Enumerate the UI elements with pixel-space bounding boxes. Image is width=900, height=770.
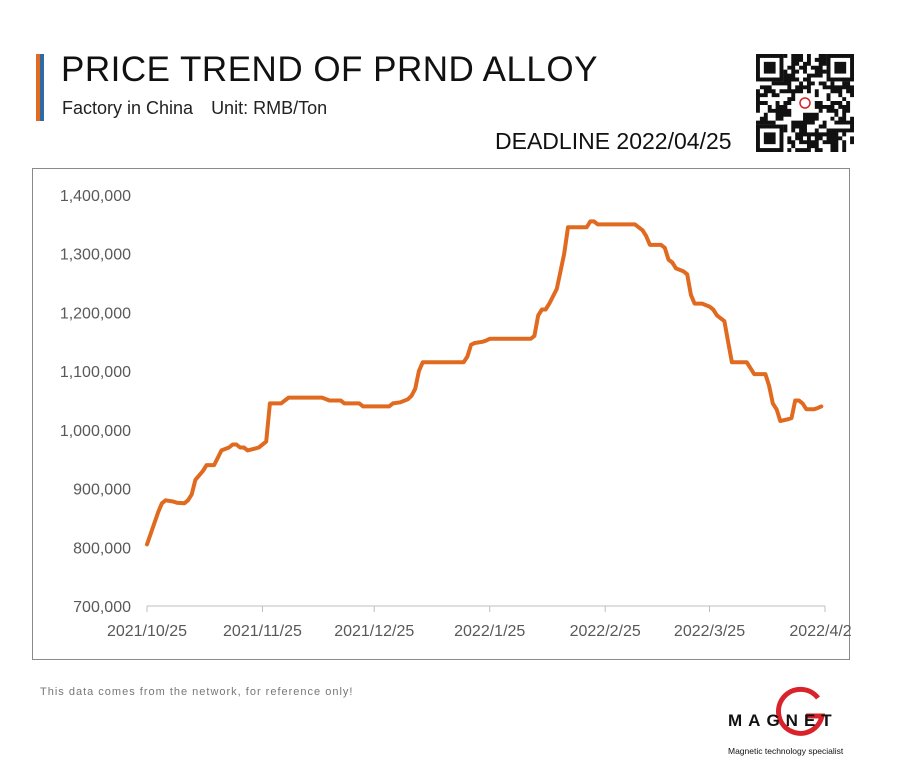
x-tick-label: 2022/2/25	[570, 623, 641, 640]
deadline-label: DEADLINE 2022/04/25	[495, 128, 732, 154]
y-tick-label: 1,300,000	[60, 247, 131, 264]
y-tick-label: 1,100,000	[60, 364, 131, 381]
x-tick-label: 2022/3/25	[674, 623, 745, 640]
source-footnote: This data comes from the network, for re…	[40, 686, 354, 698]
x-tick-label: 2022/1/25	[454, 623, 525, 640]
qr-code-icon[interactable]	[756, 54, 854, 152]
x-tick-label: 2022/4/25	[789, 623, 851, 640]
logo-ring-icon	[776, 686, 826, 736]
y-tick-label: 1,400,000	[60, 188, 131, 205]
price-series-line	[145, 219, 824, 547]
title-accent-bar	[36, 54, 44, 121]
magnet-logo-icon: MAGNET Magnetic technology specialist	[728, 684, 858, 764]
factory-label: Factory in China	[62, 98, 194, 118]
price-line-chart: 700,000 800,000 900,000 1,000,000 1,100,000 1…	[60, 188, 851, 640]
y-tick-label: 1,200,000	[60, 305, 131, 322]
subtitle: Factory in China Unit: RMB/Ton	[62, 98, 327, 119]
x-tick-label: 2021/10/25	[107, 623, 187, 640]
logo-tagline: Magnetic technology specialist	[728, 746, 844, 756]
x-tick-label: 2021/11/25	[223, 623, 302, 640]
unit-label: Unit: RMB/Ton	[211, 98, 328, 118]
chart-frame: 700,000 800,000 900,000 1,000,000 1,100,000 1…	[32, 168, 851, 660]
y-tick-label: 1,000,000	[60, 423, 131, 440]
page-title: PRICE TREND OF PRND ALLOY	[61, 50, 598, 89]
y-tick-label: 900,000	[73, 482, 131, 499]
logo-wordmark: MAGNET	[728, 711, 838, 730]
y-tick-label: 800,000	[73, 540, 131, 557]
x-tick-label: 2021/12/25	[334, 623, 414, 640]
y-tick-label: 700,000	[73, 599, 131, 616]
